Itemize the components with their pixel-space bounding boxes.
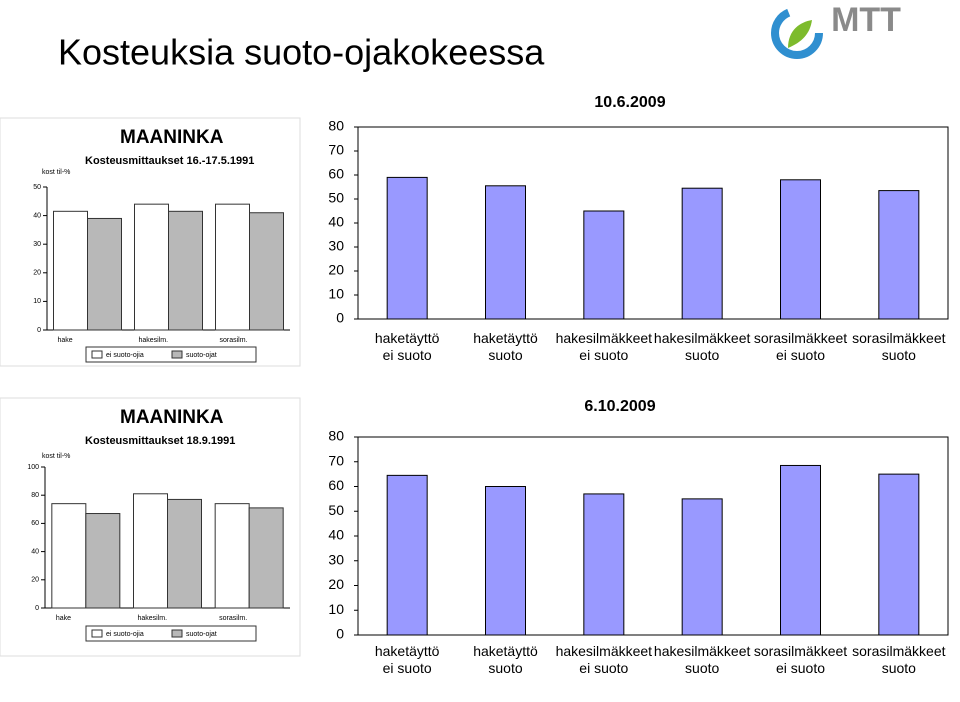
legend-label: ei suoto-ojia: [106, 631, 144, 638]
plot-frame: [357, 436, 949, 636]
y-tick-label: 40: [328, 527, 344, 543]
x-tick-label: hakesilm.: [139, 337, 169, 344]
plot-frame: [357, 126, 949, 320]
y-tick-label: 20: [328, 262, 344, 278]
y-tick-label: 0: [336, 626, 344, 642]
bar: [85, 513, 121, 609]
y-tick-label: 80: [31, 492, 39, 499]
x-tick-label: haketäyttö suoto: [473, 330, 538, 363]
bar: [878, 473, 920, 636]
bar: [214, 503, 250, 609]
bar: [386, 474, 428, 636]
y-tick-label: 50: [328, 190, 344, 206]
x-tick-label: hake: [58, 337, 73, 344]
y-tick-label: 30: [328, 238, 344, 254]
bar: [215, 203, 250, 331]
bar: [167, 498, 202, 609]
y-tick-label: 40: [328, 214, 344, 230]
y-tick-label: 20: [328, 576, 344, 592]
bar: [780, 464, 821, 636]
x-tick-label: sorasilmäkkeet suoto: [852, 330, 945, 363]
y-tick-label: 20: [33, 270, 41, 277]
bar: [681, 187, 723, 320]
chart-title: MAANINKA: [120, 407, 224, 428]
y-tick-label: 10: [328, 601, 344, 617]
bar: [485, 486, 526, 636]
logo-text: MTT: [831, 1, 901, 39]
bar: [248, 507, 284, 609]
bar: [878, 190, 920, 320]
bar: [87, 217, 122, 331]
y-tick-label: 10: [328, 286, 344, 302]
y-tick-label: 40: [33, 212, 41, 219]
x-tick-label: sorasilmäkkeet ei suoto: [754, 643, 847, 676]
x-tick-label: haketäyttö suoto: [473, 643, 538, 676]
y-tick-label: 0: [336, 310, 344, 326]
legend-swatch: [171, 350, 183, 359]
x-tick-label: hakesilmäkkeet suoto: [654, 643, 751, 676]
y-tick-label: 30: [328, 551, 344, 567]
bar: [583, 493, 625, 636]
y-tick-label: 30: [33, 241, 41, 248]
bar: [53, 210, 88, 331]
bar: [485, 185, 526, 320]
y-tick-label: 80: [328, 428, 344, 444]
logo-leaf: [788, 20, 812, 48]
y-tick-label: 10: [33, 298, 41, 305]
x-tick-label: sorasilmäkkeet suoto: [852, 643, 945, 676]
legend-label: ei suoto-ojia: [106, 352, 144, 359]
chart-subtitle: Kosteusmittaukset 18.9.1991: [85, 435, 235, 447]
slide-title: Kosteuksia suoto-ojakokeessa: [58, 32, 545, 73]
y-tick-label: 50: [33, 184, 41, 191]
bar: [681, 498, 723, 636]
x-tick-label: hake: [56, 615, 71, 622]
bar: [780, 179, 821, 320]
logo-ring: [771, 7, 823, 59]
y-tick-label: 100: [27, 464, 39, 471]
chart-title: 6.10.2009: [584, 398, 655, 415]
y-tick-label: 80: [328, 118, 344, 134]
x-tick-label: haketäyttö ei suoto: [375, 330, 440, 363]
y-tick-label: 60: [328, 166, 344, 182]
bar: [386, 176, 428, 320]
bar: [168, 210, 203, 331]
bar: [249, 212, 284, 331]
chart-title: MAANINKA: [120, 127, 224, 148]
legend-swatch: [171, 629, 183, 638]
legend-swatch: [91, 350, 103, 359]
y-tick-label: 0: [35, 605, 39, 612]
legend-swatch: [91, 629, 103, 638]
x-tick-label: sorasilm.: [220, 337, 248, 344]
legend-frame: [85, 346, 257, 363]
legend-frame: [85, 625, 257, 642]
legend-label: suoto-ojat: [186, 631, 217, 638]
bar: [51, 503, 87, 609]
y-tick-label: 0: [37, 327, 41, 334]
y-tick-label: 60: [31, 520, 39, 527]
bar: [583, 210, 625, 320]
chart-title: 10.6.2009: [594, 94, 665, 111]
legend-label: suoto-ojat: [186, 352, 217, 359]
y-tick-label: 50: [328, 502, 344, 518]
y-tick-label: 70: [328, 142, 344, 158]
x-tick-label: sorasilmäkkeet ei suoto: [754, 330, 847, 363]
y-tick-label: 40: [31, 548, 39, 555]
x-tick-label: hakesilmäkkeet ei suoto: [556, 643, 653, 676]
x-tick-label: sorasilm.: [219, 615, 247, 622]
y-axis-label: kost til-%: [42, 453, 70, 460]
bar: [133, 493, 168, 609]
bar: [134, 203, 169, 331]
chart-subtitle: Kosteusmittaukset 16.-17.5.1991: [85, 155, 254, 167]
y-tick-label: 70: [328, 452, 344, 468]
logo: MTT: [771, 1, 901, 59]
x-tick-label: hakesilm.: [138, 615, 168, 622]
y-axis-label: kost til-%: [42, 169, 70, 176]
y-tick-label: 20: [31, 577, 39, 584]
x-tick-label: haketäyttö ei suoto: [375, 643, 440, 676]
x-tick-label: hakesilmäkkeet ei suoto: [556, 330, 653, 363]
x-tick-label: hakesilmäkkeet suoto: [654, 330, 751, 363]
y-tick-label: 60: [328, 477, 344, 493]
